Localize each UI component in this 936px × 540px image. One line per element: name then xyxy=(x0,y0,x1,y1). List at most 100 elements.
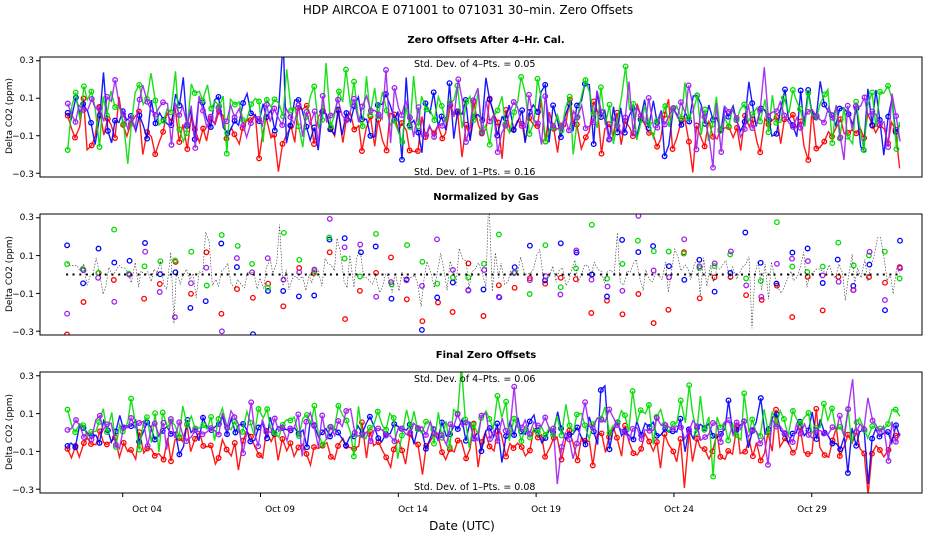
data-point xyxy=(881,297,888,304)
data-point xyxy=(558,456,565,463)
data-point xyxy=(661,153,668,160)
data-point xyxy=(439,135,446,142)
normalized-point xyxy=(381,273,384,276)
data-point xyxy=(550,122,557,129)
data-point xyxy=(741,101,748,108)
data-point xyxy=(431,117,438,124)
data-point xyxy=(765,129,772,136)
data-point xyxy=(218,310,225,317)
data-point xyxy=(598,150,605,157)
data-point xyxy=(629,388,636,395)
data-point xyxy=(829,440,836,447)
normalized-point xyxy=(201,273,204,276)
normalized-point xyxy=(220,273,223,276)
data-point xyxy=(494,392,501,399)
data-point xyxy=(423,418,429,425)
data-point xyxy=(511,383,518,390)
data-point xyxy=(351,126,358,133)
data-point xyxy=(359,103,366,110)
data-point xyxy=(341,244,348,251)
data-point xyxy=(773,119,780,126)
data-point xyxy=(558,443,565,450)
normalized-point xyxy=(484,273,487,276)
data-point xyxy=(287,122,294,129)
data-point xyxy=(581,422,588,429)
data-point xyxy=(805,86,812,93)
data-point xyxy=(589,462,596,469)
data-point xyxy=(335,88,342,95)
data-point xyxy=(367,132,374,139)
data-point xyxy=(850,262,857,269)
data-point xyxy=(398,432,405,439)
data-point xyxy=(470,421,477,428)
data-point xyxy=(255,443,262,450)
data-point xyxy=(152,120,159,127)
data-point xyxy=(813,405,820,412)
data-point xyxy=(869,435,876,442)
data-point xyxy=(758,293,765,300)
data-point xyxy=(250,331,256,335)
data-point xyxy=(789,449,796,456)
data-point xyxy=(256,115,262,122)
normalized-point xyxy=(118,273,121,276)
data-point xyxy=(701,143,708,150)
data-point xyxy=(264,435,270,442)
data-point xyxy=(88,142,95,149)
data-point xyxy=(678,424,684,431)
data-point xyxy=(821,101,828,108)
data-point xyxy=(588,276,595,283)
data-point xyxy=(248,101,255,108)
data-point xyxy=(837,134,844,141)
data-point xyxy=(152,97,159,104)
data-point xyxy=(343,117,350,124)
data-point xyxy=(240,450,247,457)
y-tick-label: 0.1 xyxy=(20,252,34,262)
data-point xyxy=(160,99,166,106)
data-point xyxy=(120,439,127,446)
normalized-point xyxy=(426,273,428,276)
data-point xyxy=(431,440,437,447)
normalized-point xyxy=(715,273,718,276)
normalized-point xyxy=(278,273,281,276)
data-point xyxy=(256,452,263,459)
data-point xyxy=(725,447,732,454)
normalized-point xyxy=(529,273,532,276)
data-point xyxy=(619,236,626,243)
data-point xyxy=(159,409,166,416)
data-point xyxy=(881,248,888,255)
data-point xyxy=(311,266,318,273)
data-point xyxy=(327,423,334,430)
normalized-point xyxy=(555,273,558,276)
data-point xyxy=(479,129,486,136)
data-point xyxy=(711,274,718,281)
normalized-point xyxy=(573,273,576,276)
data-point xyxy=(503,453,510,460)
data-point xyxy=(789,408,796,414)
data-point xyxy=(415,425,422,432)
data-point xyxy=(80,299,87,305)
x-tick-label: Oct 09 xyxy=(265,505,295,515)
data-point xyxy=(836,412,843,419)
data-point xyxy=(789,87,796,93)
normalized-point xyxy=(85,273,88,276)
data-point xyxy=(781,112,788,119)
data-point xyxy=(215,104,222,111)
data-point xyxy=(696,295,703,302)
data-point xyxy=(574,114,580,121)
data-point xyxy=(167,416,174,422)
figure-title: HDP AIRCOA E 071001 to 071031 30–min. Ze… xyxy=(303,3,633,17)
data-point xyxy=(805,410,812,416)
data-point xyxy=(835,278,842,285)
normalized-point xyxy=(767,273,770,276)
data-point xyxy=(240,100,247,107)
data-point xyxy=(311,402,318,409)
data-point xyxy=(311,83,318,90)
data-point xyxy=(207,113,214,120)
data-point xyxy=(358,419,365,426)
data-point xyxy=(526,291,533,297)
normalized-point xyxy=(503,273,506,276)
data-point xyxy=(144,442,151,449)
y-tick-label: 0.3 xyxy=(20,372,34,382)
data-point xyxy=(470,97,477,104)
normalized-point xyxy=(773,273,776,276)
